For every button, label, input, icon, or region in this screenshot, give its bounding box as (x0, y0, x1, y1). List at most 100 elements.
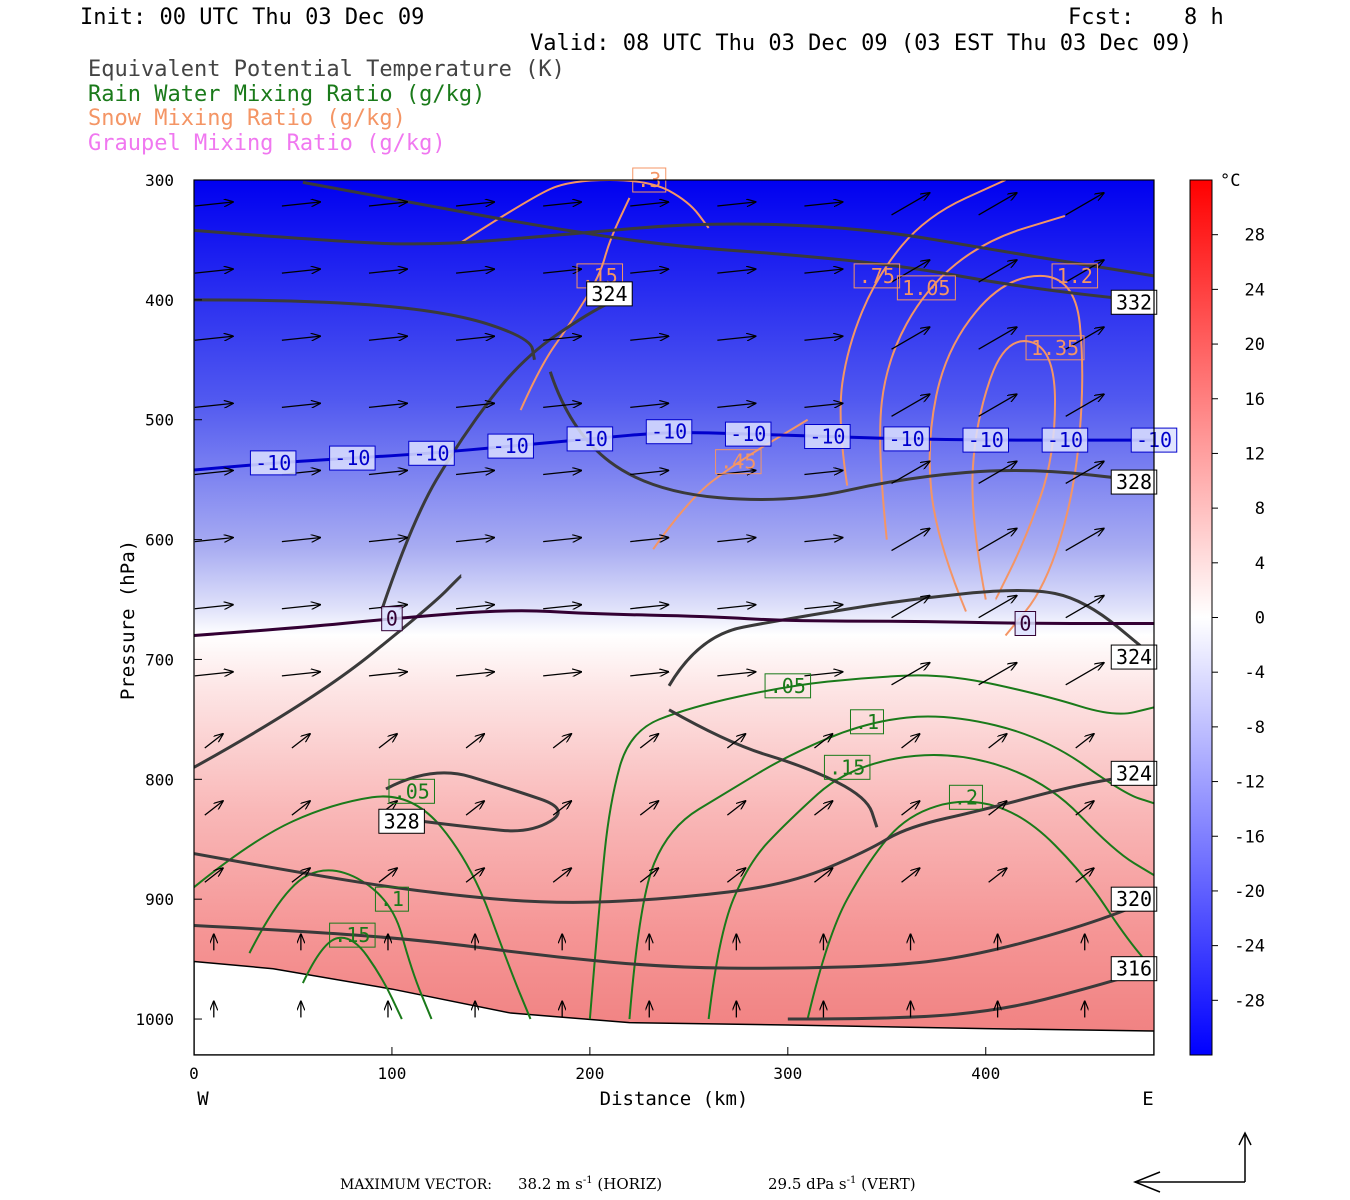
horizontal-value: 38.2 m s (518, 1175, 583, 1193)
wind-vector (543, 202, 581, 206)
wind-vector (194, 470, 233, 474)
wind-vector (630, 202, 668, 206)
max-vector-label: MAXIMUM VECTOR: (340, 1177, 492, 1193)
wind-vector (552, 734, 571, 749)
wind-vector (368, 403, 407, 407)
temperature-contour-label-box (1014, 610, 1037, 636)
temperature-contour-label-box (408, 440, 455, 466)
wind-vector (291, 734, 310, 749)
wind-vector (368, 672, 407, 676)
temperature-contour-label: -10 (651, 420, 687, 444)
rain-contour (806, 800, 1154, 1020)
wind-vector (988, 801, 1007, 816)
wind-vector (891, 394, 930, 417)
snow-contour (879, 214, 1066, 540)
snow-contour-label-box (1051, 263, 1099, 289)
colorbar-tick-label: 20 (1245, 335, 1265, 355)
wind-vector (978, 529, 1017, 552)
wind-vector (1075, 801, 1094, 816)
field-title-graupel: Graupel Mixing Ratio (g/kg) (88, 131, 446, 156)
wind-vector (378, 734, 397, 749)
temperature-contour-label: 0 (386, 607, 398, 631)
west-label: W (197, 1088, 209, 1110)
wind-vector (281, 269, 320, 273)
wind-vector (901, 868, 920, 883)
theta-e-contour-label: 316 (1116, 957, 1152, 981)
wind-vector (988, 734, 1007, 749)
wind-vector (281, 672, 320, 676)
snow-contour (652, 418, 809, 550)
x-tick-label: 100 (377, 1064, 406, 1083)
wind-vector (194, 672, 233, 676)
wind-vector (1075, 868, 1094, 883)
temperature-contour-label-box (1041, 427, 1089, 453)
rain-contour (248, 869, 433, 1020)
wind-vector (194, 202, 233, 206)
wind-vector (543, 605, 581, 609)
theta-e-contour-label-box (1110, 956, 1158, 982)
wind-vector (281, 202, 320, 206)
temperature-contour-label: -10 (809, 425, 845, 449)
temperature-contour-label-box (381, 606, 403, 632)
temperature-contour-label-box (249, 450, 297, 476)
temperature-contour-label: -10 (730, 422, 766, 446)
wind-vector (717, 202, 755, 206)
wind-vector (456, 202, 494, 206)
theta-e-contour-label: 324 (591, 282, 627, 306)
forecast-label: Fcst: (1068, 5, 1135, 30)
colorbar-tick-label: 12 (1245, 444, 1265, 464)
theta-e-contour-label-box (1110, 760, 1158, 786)
wind-vector (281, 605, 320, 609)
rain-contour-label: .15 (334, 923, 370, 947)
max-vector-horizontal: 38.2 m s-1 (HORIZ) (518, 1175, 662, 1193)
wind-vector (639, 868, 658, 883)
x-axis-title: Distance (km) (600, 1088, 749, 1110)
wind-vector (717, 605, 755, 609)
theta-e-contour-label-box (1110, 886, 1158, 912)
wind-vector (1065, 663, 1104, 686)
temperature-contour-label: -10 (493, 434, 529, 458)
rain-contour-label-box (764, 673, 812, 699)
y-tick-label: 1000 (135, 1010, 174, 1029)
colorbar (1189, 179, 1213, 1056)
max-vector-vertical: 29.5 dPa s-1 (VERT) (768, 1175, 916, 1193)
wind-vector (378, 868, 397, 883)
y-tick-label: 800 (145, 770, 174, 789)
theta-e-contour-label: 328 (1116, 470, 1152, 494)
wind-vector (630, 672, 668, 676)
wind-vector (456, 538, 494, 542)
wind-vector (543, 672, 581, 676)
temperature-contour-label: 0 (1019, 611, 1031, 635)
wind-vector (901, 801, 920, 816)
y-tick-label: 300 (145, 171, 174, 190)
wind-vector (194, 605, 233, 609)
wind-vector (630, 269, 668, 273)
wind-vector (456, 605, 494, 609)
rain-contour-label-box (374, 886, 409, 912)
snow-contour-label: 1.2 (1057, 264, 1093, 288)
theta-e-contour (194, 897, 1154, 970)
wind-vector (726, 734, 745, 749)
temperature-contour-label-box (883, 426, 930, 452)
theta-e-contour-label: 324 (1116, 761, 1152, 785)
theta-e-contour-label-box (586, 281, 633, 307)
horizontal-unit: (HORIZ) (597, 1175, 663, 1193)
rain-contour (194, 795, 532, 1020)
rain-contour (301, 936, 403, 1020)
east-label: E (1142, 1088, 1153, 1110)
snow-contour-label-box (1025, 335, 1085, 361)
plot-frame (193, 179, 1155, 1056)
wind-vector (543, 403, 581, 407)
wind-vector (456, 269, 494, 273)
colorbar-tick-label: 24 (1245, 280, 1265, 300)
temperature-contour-label-box (724, 421, 772, 447)
wind-vector (891, 596, 930, 619)
theta-e-contour (194, 574, 463, 769)
theta-e-contour-label: 320 (1116, 887, 1152, 911)
wind-vector (804, 202, 842, 206)
init-time: Init: 00 UTC Thu 03 Dec 09 (80, 5, 425, 30)
wind-vector (804, 336, 842, 340)
vertical-exponent: -1 (846, 1175, 857, 1186)
colorbar-tick-label: -8 (1245, 718, 1265, 738)
